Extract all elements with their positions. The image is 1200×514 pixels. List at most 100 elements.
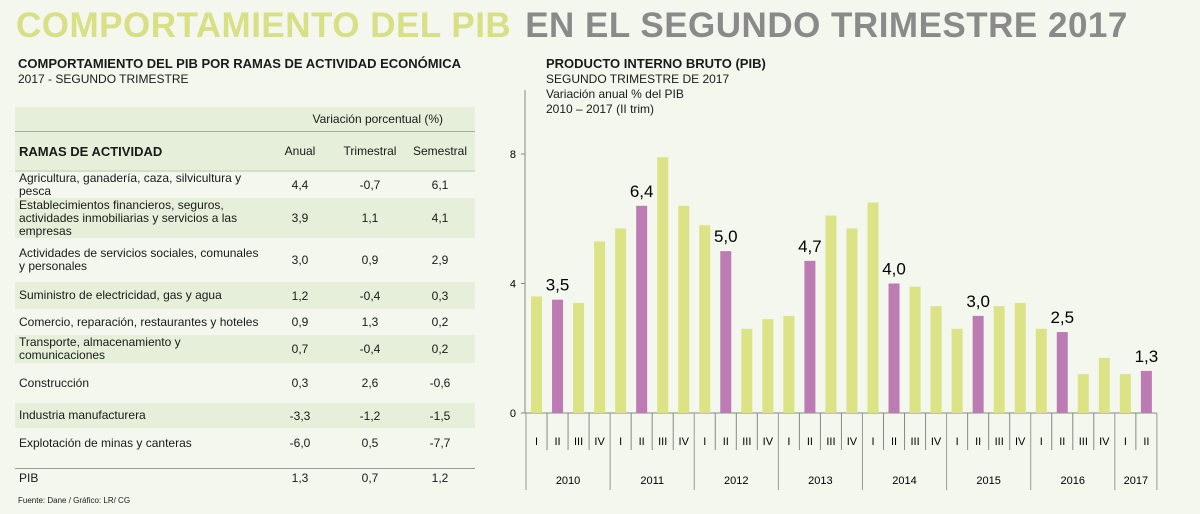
table-row: Industria manufacturera -3,3 -1,2 -1,5 bbox=[15, 403, 475, 428]
quarter-label: IV bbox=[679, 436, 690, 448]
cell-semestral: -0,6 bbox=[429, 376, 451, 390]
year-label: 2013 bbox=[808, 475, 832, 487]
bar-2012-IV bbox=[762, 319, 774, 413]
quarter-label: III bbox=[658, 436, 667, 448]
group-header: Variación porcentual (%) bbox=[15, 107, 475, 132]
cell-trimestral: 1,1 bbox=[335, 198, 405, 238]
cell-anual: -6,0 bbox=[289, 436, 311, 450]
data-label: 3,5 bbox=[546, 276, 570, 295]
cell-anual: 0,7 bbox=[265, 335, 335, 363]
year-label: 2010 bbox=[556, 475, 580, 487]
cell-semestral: -1,5 bbox=[405, 403, 475, 428]
chart-title: PRODUCTO INTERNO BRUTO (PIB) bbox=[546, 56, 766, 71]
quarter-label: II bbox=[554, 436, 560, 448]
data-label: 3,0 bbox=[966, 292, 990, 311]
row-name: Comercio, reparación, restaurantes y hot… bbox=[19, 314, 259, 329]
data-label: 6,4 bbox=[630, 182, 654, 201]
chart-subtitle-2: Variación anual % del PIB bbox=[546, 87, 684, 101]
row-name: Establecimientos financieros, seguros, a… bbox=[15, 198, 265, 238]
cell-trimestral: -0,4 bbox=[335, 282, 405, 309]
bar-2011-I bbox=[615, 228, 627, 413]
quarter-label: III bbox=[910, 436, 919, 448]
bar-2011-II bbox=[636, 205, 648, 413]
quarter-label: I bbox=[787, 436, 790, 448]
bar-2013-II bbox=[804, 260, 816, 413]
quarter-label: IV bbox=[1099, 436, 1110, 448]
bar-2014-IV bbox=[930, 306, 942, 413]
quarter-label: II bbox=[807, 436, 813, 448]
table-title: COMPORTAMIENTO DEL PIB POR RAMAS DE ACTI… bbox=[18, 56, 461, 71]
bar-2015-III bbox=[993, 306, 1005, 413]
quarter-label: IV bbox=[931, 436, 942, 448]
quarter-label: IV bbox=[763, 436, 774, 448]
table-row: Transporte, almacenamiento y comunicacio… bbox=[15, 335, 475, 363]
quarter-label: II bbox=[639, 436, 645, 448]
cell-semestral: 6,1 bbox=[431, 178, 449, 192]
quarter-label: I bbox=[871, 436, 874, 448]
quarter-label: I bbox=[535, 436, 538, 448]
quarter-label: II bbox=[1059, 436, 1065, 448]
year-label: 2014 bbox=[892, 475, 916, 487]
row-name: Agricultura, ganadería, caza, silvicultu… bbox=[19, 171, 242, 198]
row-name: Actividades de servicios sociales, comun… bbox=[19, 246, 259, 273]
main-title-part1: COMPORTAMIENTO DEL PIB bbox=[16, 6, 512, 45]
quarter-label: II bbox=[891, 436, 897, 448]
bar-2010-I bbox=[531, 296, 543, 413]
bar-2010-II bbox=[552, 299, 564, 413]
quarter-label: IV bbox=[847, 436, 858, 448]
row-name: Suministro de electricidad, gas y agua bbox=[15, 282, 265, 309]
quarter-label: II bbox=[1143, 436, 1149, 448]
bar-2016-III bbox=[1077, 374, 1089, 413]
bar-2013-I bbox=[783, 315, 795, 413]
table-row: Establecimientos financieros, seguros, a… bbox=[15, 198, 475, 238]
bar-2010-III bbox=[573, 302, 585, 413]
quarter-label: III bbox=[995, 436, 1004, 448]
table-subtitle: 2017 - SEGUNDO TRIMESTRE bbox=[18, 72, 189, 86]
quarter-label: IV bbox=[594, 436, 605, 448]
quarter-label: I bbox=[703, 436, 706, 448]
y-tick-label: 0 bbox=[510, 408, 516, 420]
bar-2011-III bbox=[657, 157, 669, 413]
quarter-label: III bbox=[826, 436, 835, 448]
cell-trimestral: 0,9 bbox=[361, 253, 379, 267]
bar-2012-I bbox=[699, 225, 711, 413]
cell-trimestral: -1,2 bbox=[335, 403, 405, 428]
bar-2016-II bbox=[1056, 332, 1068, 413]
cell-semestral: 0,2 bbox=[431, 315, 449, 329]
year-label: 2011 bbox=[640, 475, 664, 487]
data-label: 2,5 bbox=[1050, 308, 1074, 327]
activity-table: Variación porcentual (%) RAMAS DE ACTIVI… bbox=[15, 107, 475, 488]
table-row: Construcción 0,3 2,6 -0,6 bbox=[15, 363, 475, 403]
row-name: Transporte, almacenamiento y comunicacio… bbox=[15, 335, 265, 363]
quarter-label: I bbox=[1040, 436, 1043, 448]
bar-2015-II bbox=[972, 315, 984, 413]
bar-2011-IV bbox=[678, 205, 690, 413]
chart-subtitle-1: SEGUNDO TRIMESTRE DE 2017 bbox=[546, 72, 730, 86]
cell-semestral: 4,1 bbox=[405, 198, 475, 238]
col-header-ramas: RAMAS DE ACTIVIDAD bbox=[15, 131, 265, 172]
bar-2012-III bbox=[741, 328, 753, 413]
row-name: Industria manufacturera bbox=[15, 403, 265, 428]
cell-anual: 4,4 bbox=[291, 178, 309, 192]
bar-2017-II bbox=[1140, 370, 1152, 413]
cell-semestral: 2,9 bbox=[431, 253, 449, 267]
total-trimestral: 0,7 bbox=[335, 467, 405, 488]
cell-trimestral: 0,5 bbox=[361, 436, 379, 450]
bar-2014-II bbox=[888, 283, 900, 413]
year-label: 2016 bbox=[1061, 475, 1085, 487]
row-name: Explotación de minas y canteras bbox=[19, 435, 192, 450]
col-header-anual: Anual bbox=[265, 131, 335, 172]
cell-semestral: -7,7 bbox=[429, 436, 451, 450]
bar-2015-I bbox=[951, 328, 963, 413]
table-row: Comercio, reparación, restaurantes y hot… bbox=[15, 309, 475, 335]
total-name: PIB bbox=[15, 467, 265, 488]
total-anual: 1,3 bbox=[265, 467, 335, 488]
row-name: Construcción bbox=[19, 375, 90, 390]
year-label: 2017 bbox=[1124, 475, 1148, 487]
cell-anual: 3,0 bbox=[291, 253, 309, 267]
y-tick-label: 8 bbox=[510, 149, 516, 161]
quarter-label: I bbox=[1124, 436, 1127, 448]
cell-anual: -3,3 bbox=[265, 403, 335, 428]
cell-anual: 0,3 bbox=[291, 376, 309, 390]
